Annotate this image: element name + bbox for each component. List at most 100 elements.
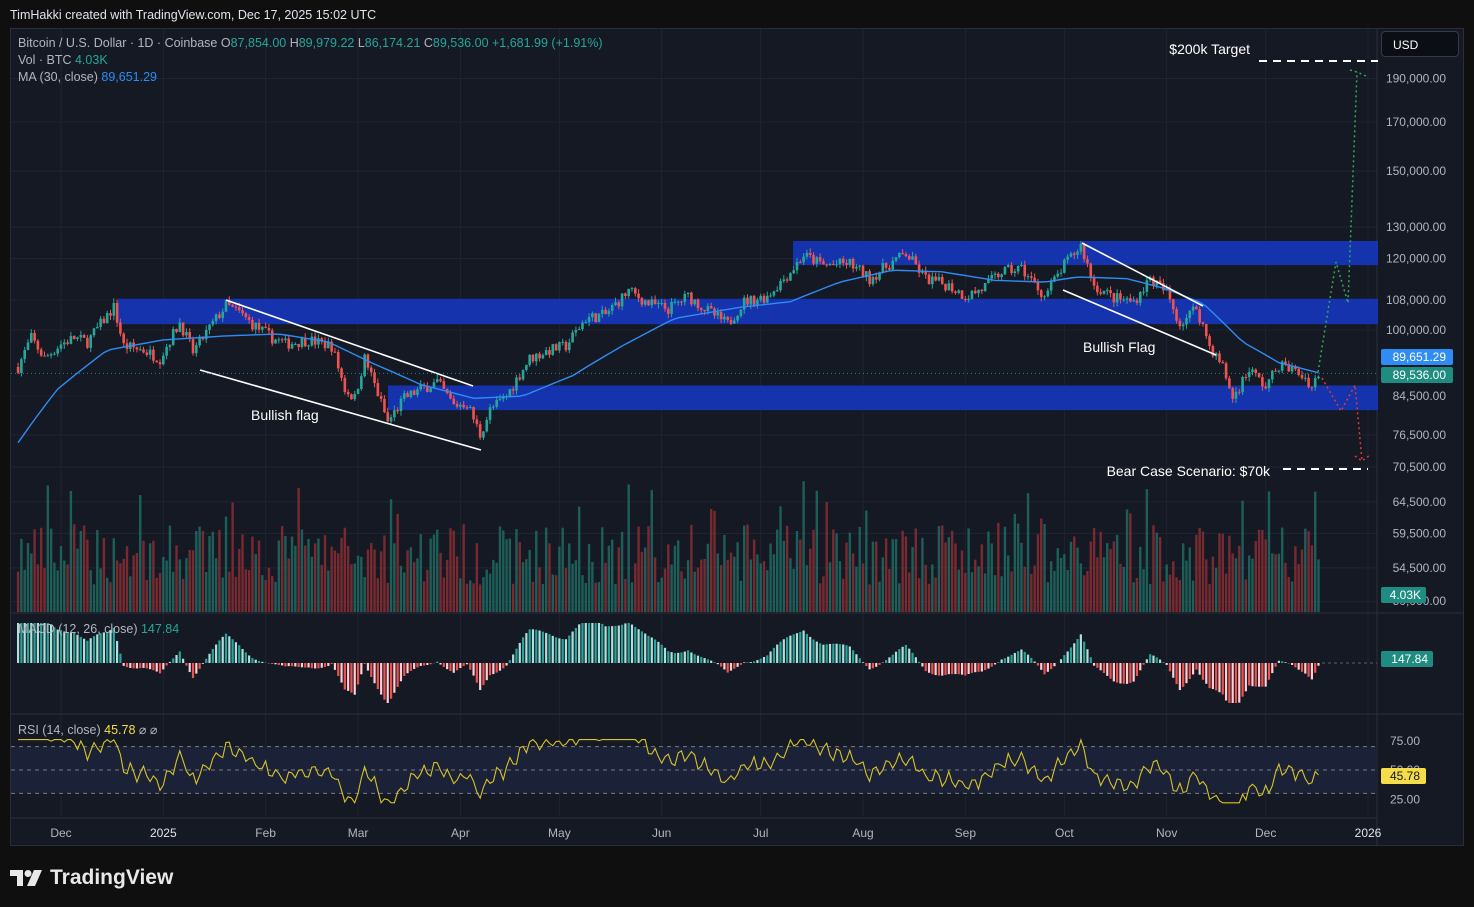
volume-bar [960, 550, 964, 612]
volume-bar [716, 553, 720, 612]
macd-badge: 147.84 [1391, 652, 1428, 666]
volume-bar [465, 583, 469, 612]
macd-bar [1300, 663, 1304, 672]
volume-bar [396, 513, 399, 612]
candle-body [1145, 280, 1149, 292]
macd-bar [218, 640, 221, 663]
candle-body [211, 320, 215, 325]
candle-body [1033, 277, 1036, 282]
volume-bar [224, 516, 228, 612]
candle-body [841, 258, 845, 264]
volume-bar [20, 538, 23, 612]
candle-body [789, 273, 792, 281]
candle-body [99, 318, 102, 327]
candle-body [360, 376, 363, 390]
volume-bar [987, 531, 990, 612]
candle-body [1129, 298, 1132, 302]
volume-bar [686, 560, 690, 612]
macd-bar [409, 663, 412, 671]
macd-bar [502, 663, 505, 669]
macd-bar [49, 624, 53, 663]
macd-bar [951, 663, 954, 675]
volume-bar [937, 526, 941, 612]
volume-bar [469, 580, 472, 612]
chart-frame[interactable] [10, 28, 1464, 846]
candle-body [749, 295, 753, 305]
macd-bar [1287, 663, 1290, 664]
macd-bar [1231, 663, 1234, 703]
macd-bar [753, 661, 756, 663]
macd-bar [59, 630, 63, 663]
volume-bar [535, 530, 538, 612]
candle-body [680, 301, 683, 303]
macd-bar [1043, 663, 1046, 675]
candle-body [515, 377, 518, 391]
volume-bar [482, 577, 485, 612]
macd-bar [624, 623, 627, 663]
volume-bar [1119, 563, 1122, 612]
macd-bar [1007, 656, 1010, 663]
volume-bar [148, 543, 152, 612]
macd-bar [92, 636, 96, 663]
volume-bar [1254, 540, 1257, 612]
candle-body [531, 354, 535, 362]
candle-body [181, 322, 185, 336]
footer-brand[interactable]: TradingView [10, 866, 173, 890]
volume-bar [990, 543, 993, 612]
volume-bar [92, 584, 96, 612]
volume-bar [581, 575, 584, 612]
grid [11, 29, 1463, 846]
volume-bar [188, 549, 191, 612]
volume-bar [426, 569, 429, 612]
macd-bar [680, 652, 683, 663]
macd-bar [944, 663, 947, 676]
macd-bar [822, 644, 825, 663]
macd-bar [99, 633, 102, 663]
candle-body [614, 302, 617, 306]
macd-bar [1053, 663, 1056, 667]
open-label: O [220, 36, 231, 50]
volume-bar [30, 553, 33, 612]
volume-bar [706, 543, 710, 612]
time-tick: Aug [852, 826, 873, 840]
candle-body [1221, 362, 1225, 364]
macd-bar [1201, 663, 1205, 680]
macd-bar [525, 633, 528, 663]
macd-bar [287, 663, 290, 667]
macd-bar [1020, 649, 1023, 663]
volume-bar [310, 556, 314, 612]
volume-bar [323, 535, 327, 612]
macd-bar [984, 663, 987, 671]
macd-bar [1185, 663, 1188, 684]
volume-bar [871, 541, 875, 612]
macd-bar [20, 623, 23, 663]
candle-body [812, 254, 815, 264]
price-tick: 64,500.00 [1393, 495, 1447, 509]
candle-body [488, 407, 492, 420]
macd-bar [1069, 647, 1073, 663]
macd-bar [706, 659, 709, 663]
currency-button[interactable]: USD [1381, 31, 1459, 57]
volume-bar [1205, 559, 1208, 612]
volume-bar [39, 527, 43, 612]
macd-bar [911, 652, 914, 663]
macd-bar [234, 642, 238, 663]
candle-body [1030, 276, 1033, 278]
candle-body [620, 293, 624, 307]
volume-bar [993, 575, 997, 612]
macd-bar [1284, 662, 1287, 663]
macd-bar [380, 663, 383, 695]
candle-body [82, 334, 86, 338]
macd-bar [1116, 663, 1119, 683]
volume-bar [792, 568, 795, 612]
candle-body [637, 293, 640, 299]
candle-body [779, 280, 782, 291]
volume-bar [1178, 579, 1182, 612]
candle-body [115, 302, 119, 323]
volume-bar [607, 545, 611, 612]
zone-support [388, 385, 1378, 411]
ma-legend: MA (30, close) 89,651.29 [18, 70, 157, 84]
volume-bar [485, 569, 488, 612]
candle-body [261, 326, 264, 330]
